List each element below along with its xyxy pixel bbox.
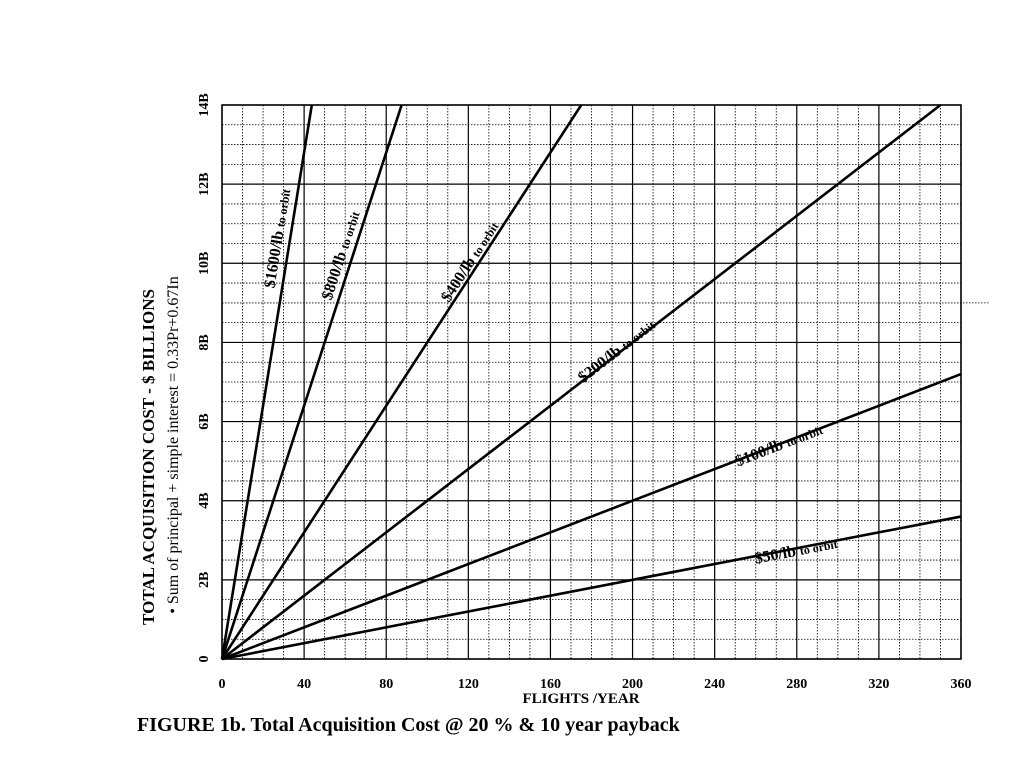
series-line	[220, 104, 314, 660]
y-tick-label: 0	[197, 656, 212, 663]
major-grid	[221, 104, 962, 660]
x-tick-label: 360	[951, 677, 972, 692]
y-tick-label: 12B	[197, 172, 212, 195]
x-tick-label: 200	[622, 677, 643, 692]
series-label-text: $100/lb to orbit	[733, 421, 825, 470]
series-line	[221, 103, 942, 661]
series-line	[220, 104, 403, 660]
y-tick-label: 8B	[197, 334, 212, 350]
x-tick-label: 40	[297, 677, 311, 692]
series-label-suffix: to orbit	[784, 423, 825, 450]
series-label-price: $100/lb	[733, 435, 789, 470]
y-tick-label: 6B	[197, 413, 212, 429]
y-tick-label: 10B	[197, 252, 212, 275]
series-line	[220, 104, 583, 660]
series-label-suffix: to orbit	[619, 318, 658, 352]
series-label-price: $200/lb	[575, 340, 628, 386]
x-tick-label: 320	[868, 677, 889, 692]
x-tick-label: 120	[458, 677, 479, 692]
y-axis-sublabel: • Sum of principal + simple interest = 0…	[165, 276, 182, 614]
figure-caption: FIGURE 1b. Total Acquisition Cost @ 20 %…	[137, 714, 680, 736]
x-tick-label: 280	[786, 677, 807, 692]
tick-labels: 0 40 80 120 160 200 240 280 320 360 0 2B 4B 6B 8B 10B 12…	[197, 93, 972, 692]
series-lines	[220, 103, 962, 661]
series-label-text: $200/lb to orbit	[575, 317, 658, 387]
y-tick-label: 14B	[197, 93, 212, 116]
x-tick-label: 0	[219, 677, 226, 692]
y-axis-label: TOTAL ACQUISITION COST - $ BILLIONS	[139, 289, 158, 625]
y-tick-label: 4B	[197, 493, 212, 509]
series-label: $200/lb to orbit	[575, 317, 658, 387]
series-line	[221, 515, 962, 661]
series-label-suffix: to orbit	[273, 188, 293, 228]
x-tick-label: 80	[379, 677, 393, 692]
series-line	[221, 372, 962, 661]
x-axis-label: FLIGHTS /YEAR	[522, 691, 639, 707]
series-label: $100/lb to orbit	[733, 421, 825, 470]
series-label-suffix: to orbit	[337, 210, 362, 251]
plot-frame	[221, 104, 962, 660]
y-tick-label: 2B	[197, 572, 212, 588]
minor-grid	[222, 105, 990, 659]
x-tick-label: 160	[540, 677, 561, 692]
x-tick-label: 240	[704, 677, 725, 692]
series-label-price: $50/lb	[753, 542, 801, 567]
series-label-price: $400/lb	[438, 251, 482, 305]
